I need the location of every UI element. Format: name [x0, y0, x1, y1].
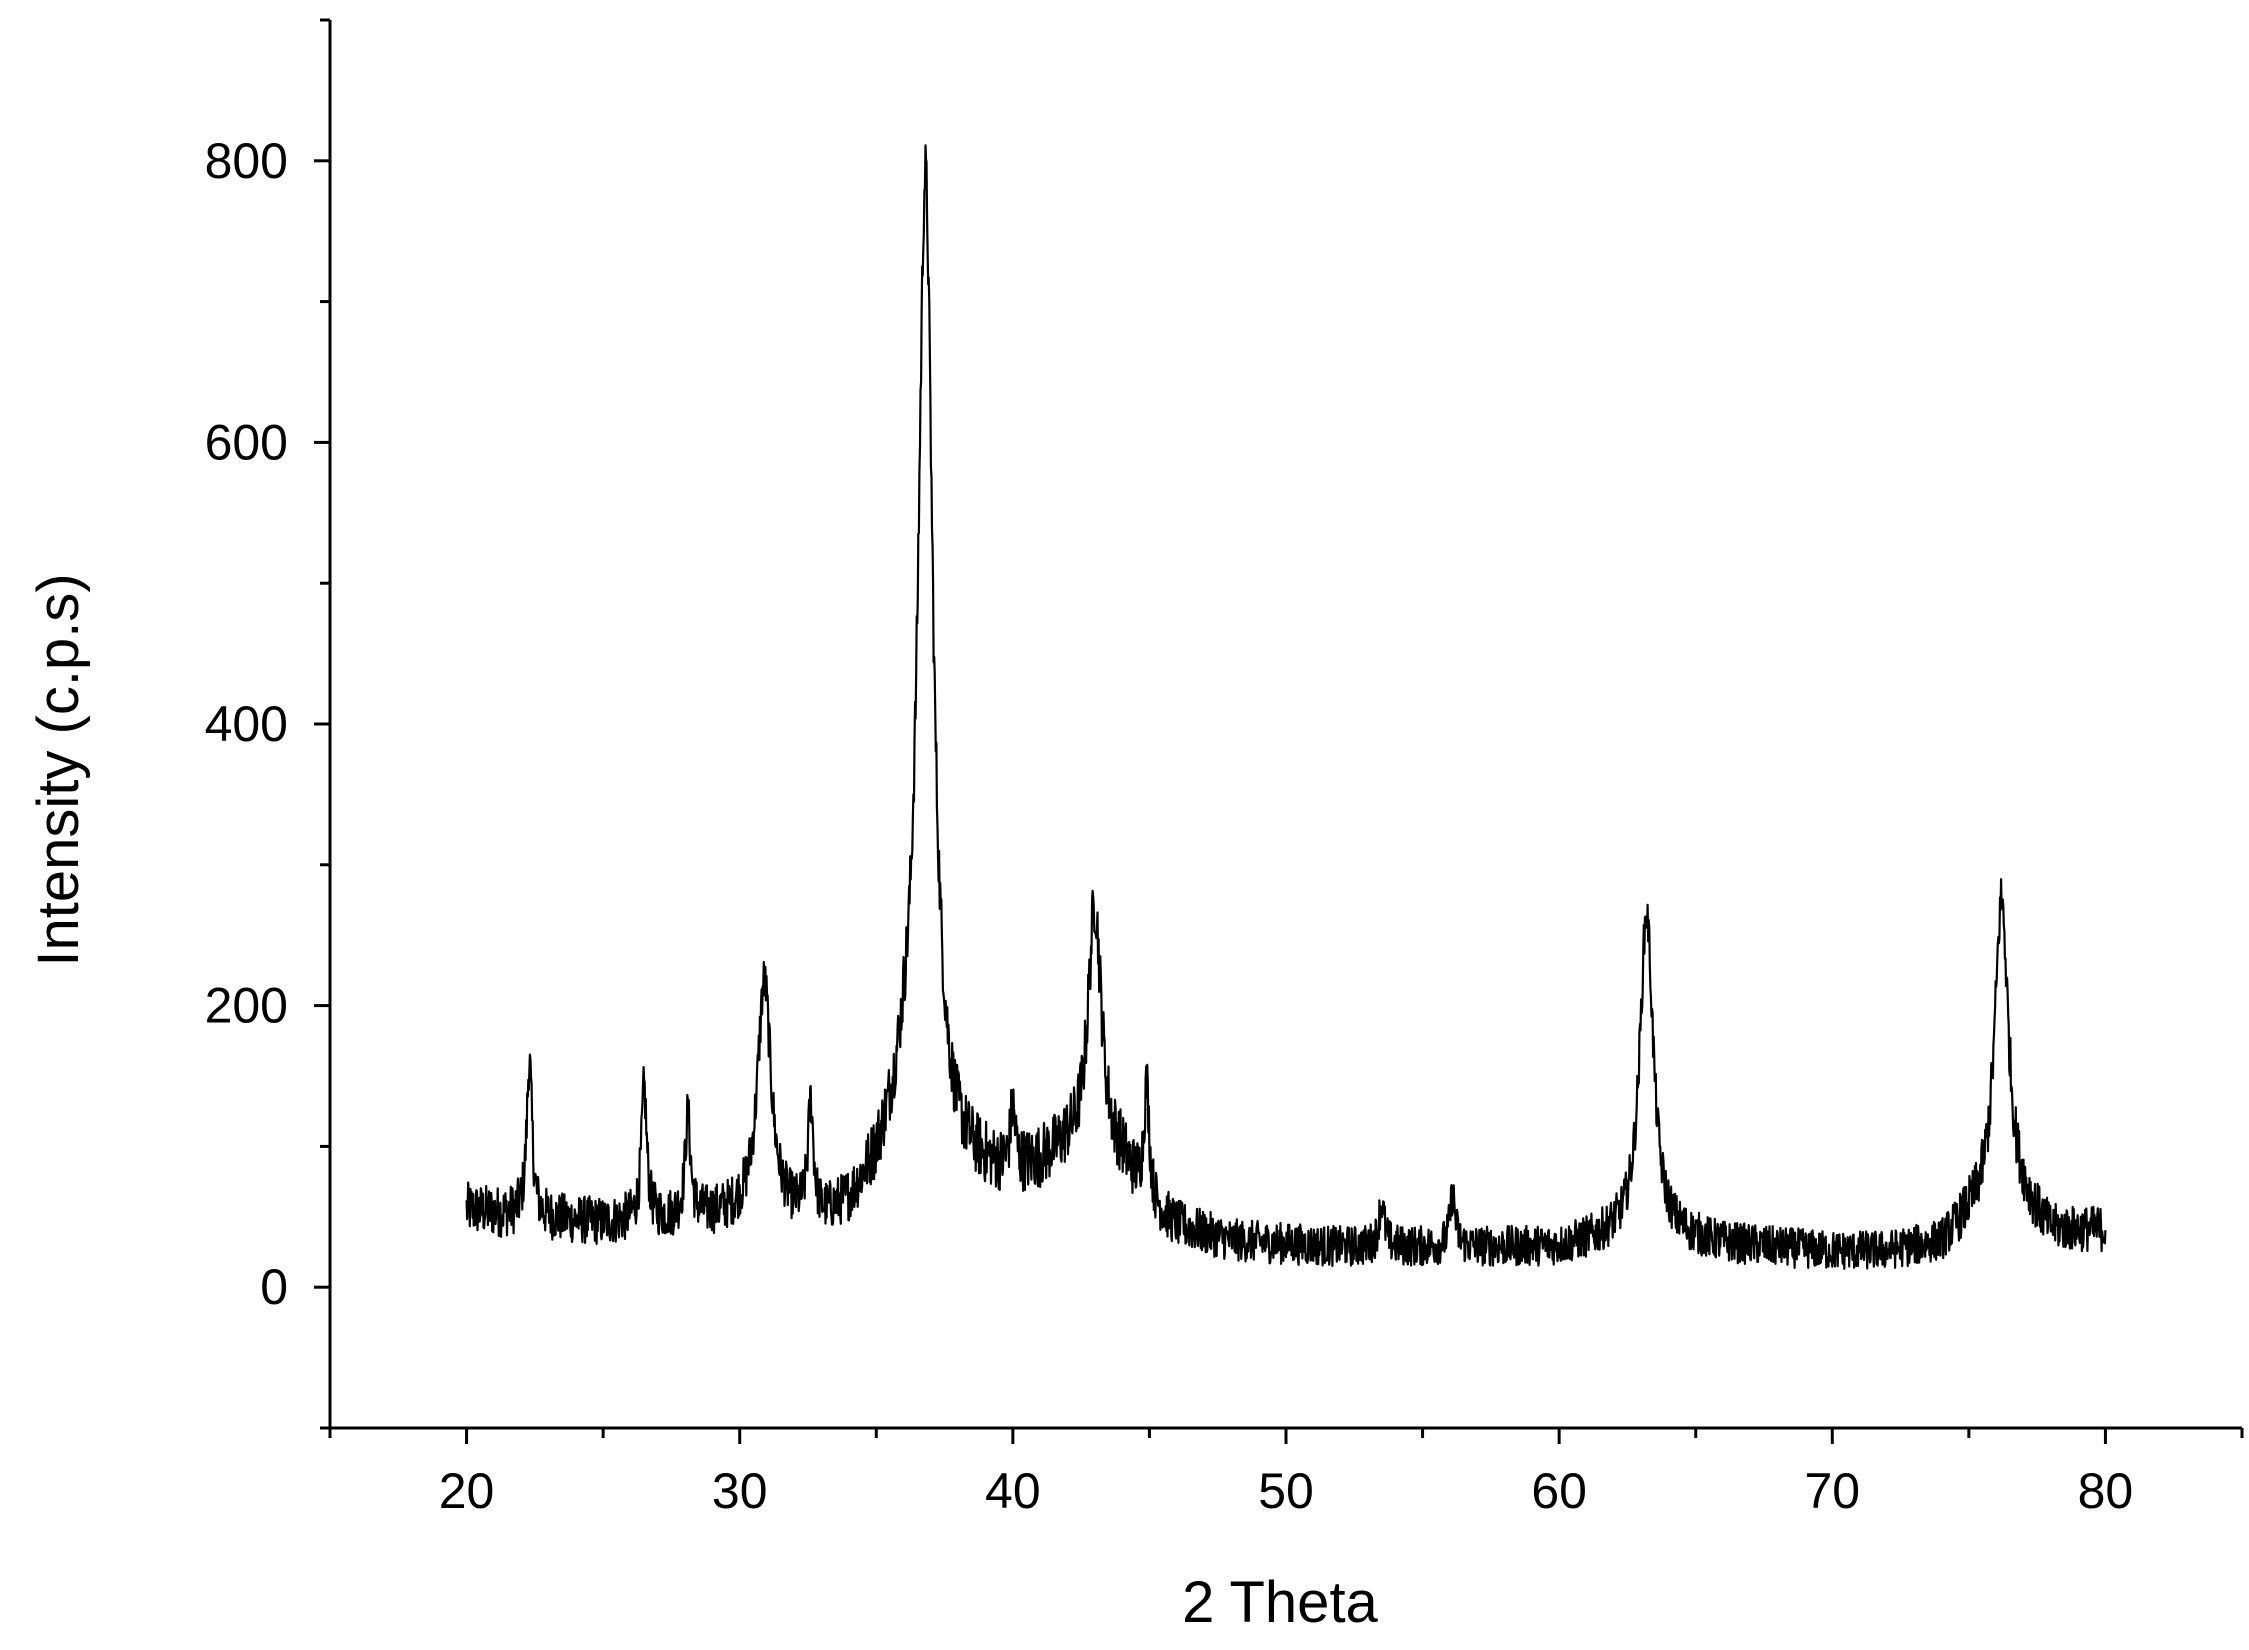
series-line [465, 144, 2107, 1270]
y-tick-label: 400 [205, 696, 288, 752]
y-tick-label: 0 [260, 1259, 288, 1315]
x-axis-title: 2 Theta [1182, 1570, 1378, 1635]
x-tick-label: 80 [2078, 1463, 2134, 1519]
y-tick-label: 200 [205, 978, 288, 1034]
x-tick-label: 30 [712, 1463, 768, 1519]
x-tick-label: 70 [1804, 1463, 1860, 1519]
x-tick-label: 60 [1531, 1463, 1587, 1519]
x-tick-label: 50 [1258, 1463, 1314, 1519]
ticks [314, 18, 2244, 1444]
y-tick-label: 800 [205, 133, 288, 189]
y-tick-label: 600 [205, 414, 288, 470]
y-axis-title: Intensity (c.p.s) [26, 573, 91, 966]
x-tick-label: 40 [985, 1463, 1041, 1519]
x-tick-label: 20 [439, 1463, 495, 1519]
